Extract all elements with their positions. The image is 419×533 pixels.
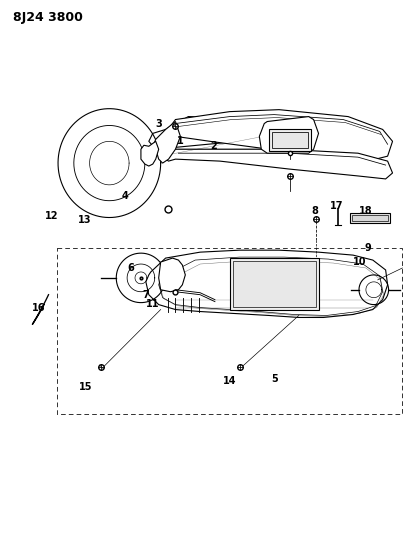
Text: 14: 14	[223, 376, 236, 386]
Text: 1: 1	[177, 136, 184, 147]
Text: 17: 17	[330, 200, 343, 211]
Text: 13: 13	[78, 215, 91, 225]
Text: 8: 8	[311, 206, 318, 215]
Polygon shape	[159, 258, 185, 292]
Bar	[233, 261, 316, 306]
Bar	[272, 132, 308, 148]
Text: 8J24 3800: 8J24 3800	[13, 11, 83, 23]
Bar	[352, 215, 388, 222]
Bar	[269, 130, 310, 151]
Polygon shape	[146, 250, 388, 318]
Text: 4: 4	[122, 191, 129, 201]
Bar	[230, 258, 318, 310]
Text: 9: 9	[365, 243, 371, 253]
Text: 10: 10	[353, 257, 367, 267]
Polygon shape	[160, 110, 393, 161]
Text: 12: 12	[45, 211, 59, 221]
Text: 16: 16	[31, 303, 45, 312]
Bar	[350, 213, 390, 223]
Polygon shape	[259, 117, 318, 153]
Polygon shape	[141, 141, 159, 166]
Polygon shape	[149, 117, 299, 149]
Polygon shape	[154, 122, 181, 163]
Text: 6: 6	[128, 263, 134, 273]
Text: 3: 3	[155, 118, 162, 128]
Text: 7: 7	[142, 290, 149, 300]
Polygon shape	[160, 149, 393, 179]
Text: 2: 2	[211, 141, 217, 151]
Bar	[57, 248, 402, 415]
Text: 5: 5	[271, 374, 277, 384]
Text: 18: 18	[359, 206, 373, 215]
Text: 15: 15	[79, 382, 93, 392]
Text: 11: 11	[146, 298, 160, 309]
